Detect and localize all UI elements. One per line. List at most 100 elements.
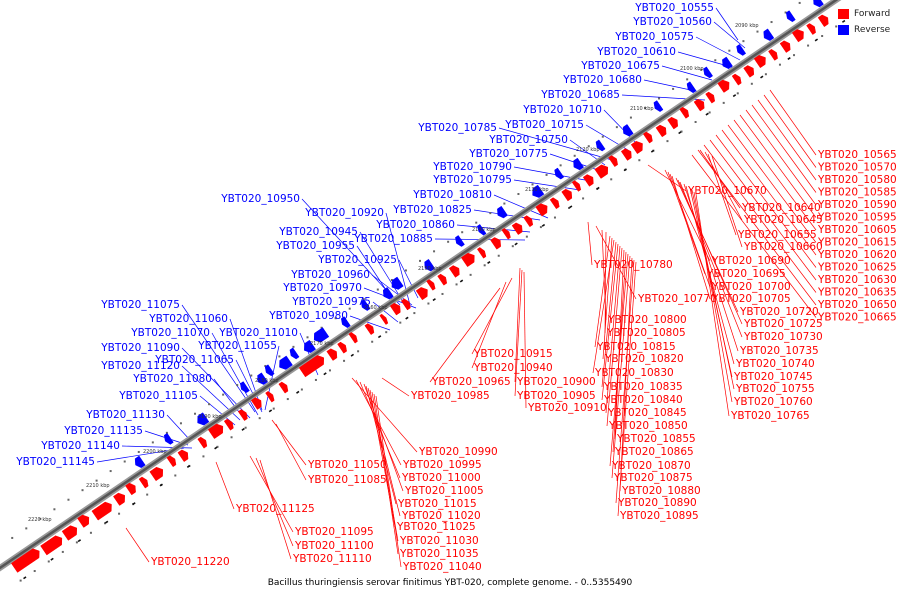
guide-dot xyxy=(11,536,14,539)
gene-labels: YBT020_10555 YBT020_10560 YBT020_10575 YBT0… xyxy=(15,2,896,573)
forward-gene-arrow xyxy=(731,73,742,86)
leader-line xyxy=(359,231,403,301)
guide-dot xyxy=(427,302,430,305)
gene-label: YBT020_10685 xyxy=(540,89,620,101)
guide-dot xyxy=(123,460,126,463)
gene-label: YBT020_10710 xyxy=(522,104,602,116)
guide-dot xyxy=(306,336,309,339)
guide-dot xyxy=(236,384,239,387)
leader-line xyxy=(604,231,607,334)
gene-label: YBT020_11140 xyxy=(40,440,120,452)
forward-gene-arrow xyxy=(77,514,90,528)
marker xyxy=(268,409,273,413)
gene-label: YBT020_10750 xyxy=(488,134,568,146)
guide-dot xyxy=(53,508,56,511)
leader-line xyxy=(351,377,418,453)
guide-dot xyxy=(756,30,759,33)
guide-dot xyxy=(413,312,416,315)
marker xyxy=(732,94,737,98)
forward-gene-arrow xyxy=(364,323,375,336)
forward-gene-arrow xyxy=(265,391,275,403)
forward-swatch xyxy=(838,9,849,19)
guide-dot xyxy=(328,369,331,372)
guide-dot xyxy=(357,350,360,353)
gene-label: YBT020_10645 xyxy=(743,214,823,226)
guide-dot xyxy=(553,216,556,219)
kbp-tick-label: 2130 kbp xyxy=(525,187,549,193)
reverse-gene-arrow xyxy=(257,372,269,385)
gene-label: YBT020_10860 xyxy=(375,219,455,231)
leader-line xyxy=(606,247,623,427)
marker xyxy=(23,576,27,580)
gene-label: YBT020_11030 xyxy=(399,535,479,547)
guide-dot xyxy=(447,240,450,243)
forward-gene-arrow xyxy=(337,341,347,354)
forward-gene-arrow xyxy=(655,124,667,138)
gene-label: YBT020_11000 xyxy=(401,472,481,484)
guide-dot xyxy=(503,202,506,205)
gene-label: YBT020_10585 xyxy=(817,187,897,199)
forward-gene-arrow xyxy=(379,313,389,325)
gene-label: YBT020_10765 xyxy=(730,410,810,422)
legend: Forward Reverse xyxy=(838,6,890,38)
gene-label: YBT020_10555 xyxy=(634,2,714,14)
forward-gene-arrow xyxy=(138,476,149,489)
leader-line xyxy=(619,257,633,492)
forward-gene-arrow xyxy=(348,332,358,344)
reverse-swatch xyxy=(838,25,849,35)
reverse-gene-arrow xyxy=(360,299,371,311)
guide-dot xyxy=(610,178,613,181)
legend-label-reverse: Reverse xyxy=(854,25,891,35)
forward-gene-arrow xyxy=(779,40,791,53)
gene-label: YBT020_10620 xyxy=(817,249,897,261)
kbp-tick-label: 2090 kbp xyxy=(735,23,759,29)
leader-line xyxy=(264,345,280,411)
guide-dot xyxy=(835,25,838,28)
leader-line xyxy=(711,155,743,248)
leader-line xyxy=(359,381,401,479)
marker xyxy=(186,464,191,468)
guide-dot xyxy=(708,111,711,114)
gene-label: YBT020_10910 xyxy=(527,402,607,414)
gene-label: YBT020_10720 xyxy=(739,306,819,318)
gene-label: YBT020_10610 xyxy=(596,46,676,58)
gene-label: YBT020_10855 xyxy=(616,433,696,445)
guide-dot xyxy=(821,35,824,38)
kbp-tick-label: 2180 kbp xyxy=(255,378,279,384)
guide-dot xyxy=(208,403,211,406)
guide-dot xyxy=(629,116,632,119)
gene-label: YBT020_10690 xyxy=(711,255,791,267)
leader-line xyxy=(601,243,619,401)
reverse-gene-arrow xyxy=(497,205,508,219)
marker xyxy=(323,372,327,376)
guide-dot xyxy=(47,560,50,563)
gene-label: YBT020_10870 xyxy=(611,460,691,472)
forward-gene-arrow xyxy=(326,348,338,361)
forward-gene-arrow xyxy=(791,29,804,43)
reverse-gene-arrow xyxy=(554,167,565,180)
guide-dot xyxy=(399,321,402,324)
gene-label: YBT020_11125 xyxy=(235,503,315,515)
forward-gene-arrow xyxy=(40,535,63,556)
forward-gene-arrow xyxy=(667,116,678,130)
marker xyxy=(432,298,436,302)
leader-line xyxy=(727,124,817,243)
guide-dot xyxy=(278,355,281,358)
gene-label: YBT020_10780 xyxy=(593,259,673,271)
leader-line xyxy=(669,173,711,288)
leader-line xyxy=(429,287,501,383)
gene-label: YBT020_10880 xyxy=(621,485,701,497)
marker xyxy=(678,131,682,135)
forward-gene-arrow xyxy=(561,188,573,202)
guide-dot xyxy=(638,159,641,162)
leader-line xyxy=(763,94,817,168)
reverse-gene-arrow xyxy=(197,412,210,426)
guide-dot xyxy=(165,431,168,434)
guide-dot xyxy=(230,436,233,439)
forward-gene-arrow xyxy=(476,247,487,259)
guide-dot xyxy=(151,441,154,444)
reverse-gene-arrow xyxy=(455,235,465,247)
forward-gene-arrow xyxy=(806,23,816,35)
guide-dot xyxy=(750,82,753,85)
forward-gene-arrow xyxy=(717,79,730,93)
